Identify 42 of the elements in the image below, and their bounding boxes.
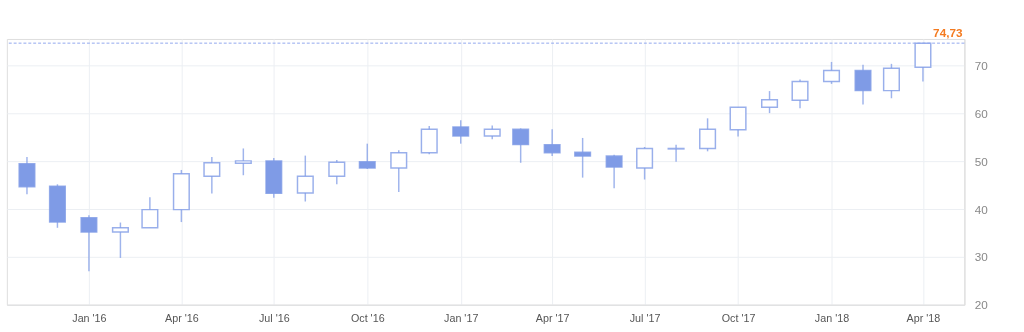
candlestick — [203, 156, 221, 195]
candlestick — [574, 137, 592, 179]
candlestick — [636, 146, 654, 181]
candlestick — [791, 78, 809, 110]
y-tick-label: 40 — [974, 202, 989, 216]
ref-line-label: 74,73 — [933, 26, 963, 40]
candlestick — [699, 117, 717, 153]
candlestick — [328, 159, 346, 186]
candlestick — [358, 142, 376, 170]
y-tick-label: 60 — [974, 106, 989, 120]
candlestick — [605, 153, 623, 189]
candlestick — [234, 147, 252, 176]
y-tick-label: 50 — [974, 154, 989, 168]
x-tick-label: Apr '16 — [165, 311, 199, 324]
y-tick-label: 20 — [974, 298, 989, 312]
candlestick — [760, 90, 779, 114]
candlestick — [420, 125, 438, 155]
candlestick — [452, 119, 470, 145]
candlestick — [667, 143, 685, 163]
candlestick — [18, 156, 36, 196]
candlestick — [854, 64, 872, 106]
x-tick-label: Oct '16 — [350, 311, 385, 324]
x-tick-label: Jul '17 — [629, 311, 661, 324]
candlestick — [80, 214, 98, 273]
x-tick-label: Jul '16 — [258, 311, 290, 324]
x-tick-label: Apr '17 — [535, 311, 570, 324]
x-tick-label: Oct '17 — [721, 311, 756, 324]
candlestick — [141, 196, 159, 229]
x-tick-label: Jan '17 — [444, 311, 479, 324]
candlestick — [822, 61, 841, 85]
x-tick-label: Jan '18 — [814, 311, 850, 324]
candlestick — [882, 63, 901, 99]
y-tick-label: 70 — [974, 59, 989, 73]
candlestick — [111, 221, 129, 259]
candlestick — [296, 154, 314, 203]
candlestick — [729, 106, 747, 138]
x-tick-label: Apr '18 — [906, 311, 941, 324]
y-tick-label: 30 — [974, 250, 989, 264]
x-tick-label: Jan '16 — [72, 311, 107, 324]
candlestick — [512, 127, 530, 164]
candlestick — [543, 128, 561, 157]
candlestick — [390, 149, 408, 193]
